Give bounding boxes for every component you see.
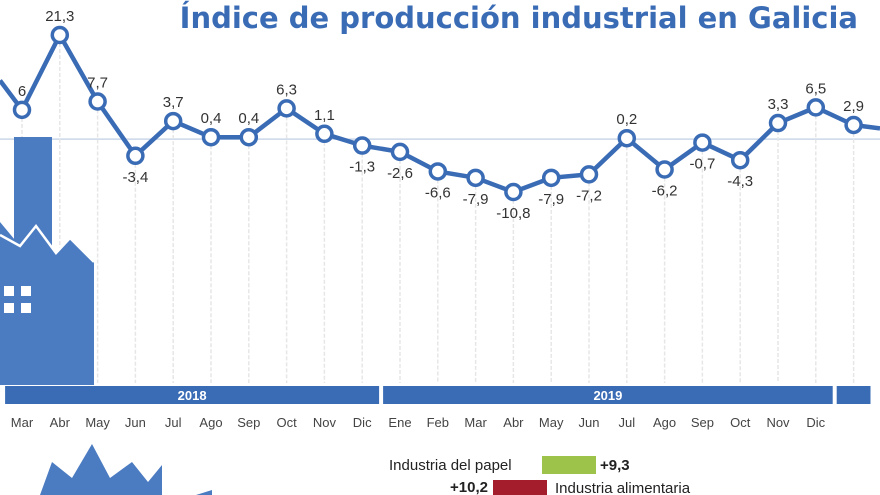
data-point <box>12 100 32 120</box>
x-tick-label: Sep <box>691 415 714 430</box>
legend-value-alimentaria: +10,2 <box>450 479 488 495</box>
x-tick-label: Feb <box>427 415 449 430</box>
data-points <box>12 25 863 202</box>
legend-swatch-papel <box>542 456 596 474</box>
x-tick-label: Jul <box>618 415 635 430</box>
year-label: 2019 <box>593 388 622 403</box>
gear-icon <box>40 444 212 495</box>
year-bar <box>5 386 380 404</box>
data-label: 0,2 <box>616 111 637 128</box>
data-label: -2,6 <box>387 165 413 182</box>
data-label: -6,2 <box>652 183 678 200</box>
data-point <box>390 142 410 162</box>
x-tick-label: May <box>539 415 564 430</box>
data-label: 6,3 <box>276 81 297 98</box>
data-label: -0,7 <box>689 156 715 173</box>
data-label: 3,7 <box>163 94 184 111</box>
x-axis-labels: Mar Abr May Jun Jul Ago Sep Oct Nov Dic Ene Feb Mar A… <box>11 415 826 430</box>
data-point <box>239 127 259 147</box>
data-point <box>352 136 372 155</box>
x-tick-label: Ago <box>653 415 676 430</box>
x-tick-label: May <box>85 415 110 430</box>
data-point <box>428 162 448 181</box>
legend-item-papel: Industria del papel +9,3 <box>389 456 630 474</box>
x-tick-label: Dic <box>806 415 825 430</box>
data-point <box>466 168 485 188</box>
data-label: -10,8 <box>496 205 530 222</box>
data-point <box>617 128 637 148</box>
x-tick-label: Jul <box>165 415 182 430</box>
x-tick-label: Oct <box>276 415 297 430</box>
data-point <box>844 115 863 135</box>
legend-value-papel: +9,3 <box>600 457 630 474</box>
data-point <box>315 124 334 144</box>
data-label: -7,9 <box>463 191 489 208</box>
x-tick-label: Abr <box>503 415 524 430</box>
data-label: 0,4 <box>238 110 259 127</box>
data-point <box>201 127 221 147</box>
year-label: 2018 <box>178 388 207 403</box>
data-point <box>579 165 599 184</box>
data-point <box>126 146 145 166</box>
data-point <box>655 160 674 179</box>
legend-item-alimentaria: +10,2 Industria alimentaria <box>450 479 691 495</box>
factory-window-icon <box>4 286 31 313</box>
x-tick-label: Mar <box>11 415 34 430</box>
factory-illustration <box>0 137 95 385</box>
data-label: 0,4 <box>201 110 222 127</box>
data-label: -7,9 <box>538 191 564 208</box>
x-tick-label: Nov <box>313 415 337 430</box>
legend-label-papel: Industria del papel <box>389 457 512 474</box>
data-point <box>277 99 296 118</box>
data-label: -4,3 <box>727 173 753 190</box>
chart-title: Índice de producción industrial en Galic… <box>180 1 858 35</box>
data-label: -7,2 <box>576 187 602 204</box>
x-tick-label: Ago <box>199 415 222 430</box>
x-tick-label: Oct <box>730 415 751 430</box>
value-labels: 621,37,7-3,43,70,4 0,46,31,1-1,3 -2,6-6,6-… <box>18 8 864 222</box>
x-tick-label: Dic <box>353 415 372 430</box>
data-point <box>693 133 712 152</box>
x-tick-label: Nov <box>766 415 790 430</box>
x-tick-label: Mar <box>464 415 487 430</box>
x-tick-label: Jun <box>579 415 600 430</box>
data-point <box>504 182 523 202</box>
data-point <box>806 98 826 117</box>
x-tick-label: Sep <box>237 415 260 430</box>
data-label: -3,4 <box>122 169 148 186</box>
year-bars: 2018 2019 <box>5 386 871 404</box>
legend: Industria del papel +9,3 +10,2 Industria… <box>389 456 691 495</box>
data-point <box>163 111 183 131</box>
year-bar <box>836 386 871 404</box>
data-label: -1,3 <box>349 159 375 176</box>
data-point <box>88 92 107 111</box>
data-point <box>541 168 561 188</box>
legend-label-alimentaria: Industria alimentaria <box>555 480 691 495</box>
x-tick-label: Jun <box>125 415 146 430</box>
year-bar <box>383 386 833 404</box>
data-point <box>50 25 70 45</box>
x-tick-label: Ene <box>388 415 411 430</box>
data-label: 7,7 <box>87 75 108 92</box>
data-label: 2,9 <box>843 98 864 115</box>
legend-swatch-alimentaria <box>493 480 547 495</box>
x-tick-label: Abr <box>50 415 71 430</box>
data-label: 6 <box>18 83 26 100</box>
data-point <box>768 113 788 133</box>
data-label: 21,3 <box>45 8 74 25</box>
grid <box>0 43 880 383</box>
data-label: -6,6 <box>425 184 451 201</box>
data-label: 3,3 <box>768 96 789 113</box>
data-label: 1,1 <box>314 107 335 124</box>
data-label: 6,5 <box>805 80 826 97</box>
data-point <box>730 150 750 170</box>
